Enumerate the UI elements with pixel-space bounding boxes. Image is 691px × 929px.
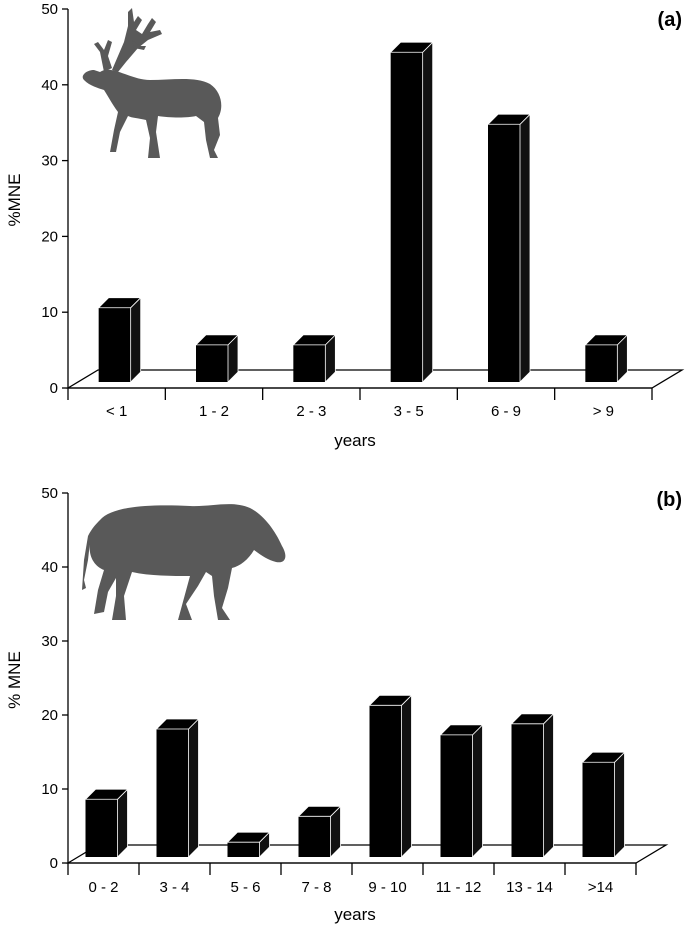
x-tick-label-b: 13 - 14 — [506, 879, 553, 896]
chart-panel-a: (a) %MNE years 0 10 20 30 40 50 < 1 1 - 2 2 - 3… — [5, 1, 685, 450]
x-tick-label-a: < 1 — [106, 403, 127, 420]
y-tick-label-a: 0 — [50, 380, 58, 397]
x-tick-label-b: 9 - 10 — [368, 879, 406, 896]
x-tick-label-b: 0 - 2 — [88, 879, 118, 896]
x-tick-label-a: > 9 — [593, 403, 614, 420]
bar-top-b — [226, 831, 271, 843]
bar-b — [368, 694, 413, 858]
bar-front-b — [440, 734, 473, 857]
x-tick-label-b: 5 - 6 — [230, 879, 260, 896]
bar-top-a — [487, 113, 531, 125]
bar-a — [487, 113, 531, 383]
y-tick-label-b: 40 — [41, 559, 58, 576]
horse-silhouette-icon — [82, 504, 286, 620]
bar-front-b — [582, 762, 615, 857]
x-tick-label-a: 6 - 9 — [491, 403, 521, 420]
y-tick-label-a: 10 — [41, 304, 58, 321]
bar-front-a — [98, 307, 131, 382]
bar-top-b — [439, 724, 484, 736]
y-tick-label-b: 0 — [50, 855, 58, 872]
x-tick-label-a: 3 - 5 — [394, 403, 424, 420]
x-tick-label-b: 7 - 8 — [301, 879, 331, 896]
x-tick-label-b: >14 — [588, 879, 613, 896]
bar-front-a — [488, 124, 520, 382]
reindeer-silhouette-icon — [82, 8, 222, 158]
bar-front-a — [196, 344, 228, 382]
bar-front-b — [156, 728, 189, 857]
panel-label-a: (a) — [658, 9, 682, 31]
bar-side-a — [422, 41, 434, 383]
x-axis-title-a: years — [334, 431, 376, 450]
bar-side-b — [117, 788, 128, 858]
bar-front-a — [293, 344, 326, 382]
y-tick-label-b: 10 — [41, 781, 58, 798]
chart-panel-b: (b) % MNE years 0 10 20 30 40 50 0 - 2 3 - 4 5 … — [5, 485, 682, 924]
bar-side-a — [130, 296, 142, 383]
bar-b — [297, 805, 342, 858]
y-tick-label-b: 50 — [41, 485, 58, 502]
bar-a — [292, 333, 337, 383]
bar-front-a — [390, 52, 423, 383]
bar-side-b — [401, 694, 412, 858]
y-axis-title-a: %MNE — [5, 174, 24, 227]
y-tick-label-a: 20 — [41, 228, 58, 245]
bar-side-b — [472, 723, 483, 858]
bar-side-b — [188, 718, 199, 858]
y-tick-label-a: 50 — [41, 1, 58, 18]
bar-front-b — [227, 842, 260, 857]
bar-top-b — [297, 805, 342, 817]
y-tick-label-b: 20 — [41, 707, 58, 724]
bar-top-a — [584, 334, 629, 346]
bar-top-b — [155, 718, 200, 730]
bar-side-b — [614, 751, 625, 858]
panel-label-b: (b) — [656, 489, 682, 511]
bar-front-b — [298, 816, 331, 857]
bar-top-a — [389, 41, 434, 53]
bar-a — [584, 333, 629, 383]
y-axis-title-b: % MNE — [5, 651, 24, 709]
x-axis-title-b: years — [334, 905, 376, 924]
bar-front-b — [85, 799, 118, 857]
bar-b — [439, 723, 484, 858]
x-tick-label-b: 3 - 4 — [159, 879, 189, 896]
bar-a — [195, 333, 239, 383]
bar-b — [510, 712, 555, 858]
y-tick-label-a: 40 — [41, 77, 58, 94]
bar-front-a — [585, 344, 618, 382]
bar-front-b — [511, 723, 544, 857]
bar-b — [84, 788, 129, 858]
x-tick-label-b: 11 - 12 — [436, 879, 482, 896]
bar-top-b — [368, 694, 413, 706]
bar-b — [155, 718, 200, 858]
bar-top-a — [97, 297, 142, 309]
bar-b — [581, 751, 626, 858]
bar-side-b — [543, 712, 554, 858]
bar-top-b — [581, 751, 626, 763]
bar-a — [389, 41, 434, 383]
bar-top-b — [510, 713, 555, 725]
y-tick-label-a: 30 — [41, 153, 58, 170]
x-tick-label-a: 2 - 3 — [296, 403, 326, 420]
bar-top-a — [195, 334, 239, 346]
bar-a — [97, 296, 142, 383]
bar-top-a — [292, 334, 337, 346]
y-tick-label-b: 30 — [41, 633, 58, 650]
x-tick-label-a: 1 - 2 — [199, 403, 229, 420]
bar-side-a — [519, 113, 531, 383]
bar-front-b — [369, 705, 402, 857]
bar-top-b — [84, 788, 129, 800]
bar-b — [226, 831, 271, 858]
